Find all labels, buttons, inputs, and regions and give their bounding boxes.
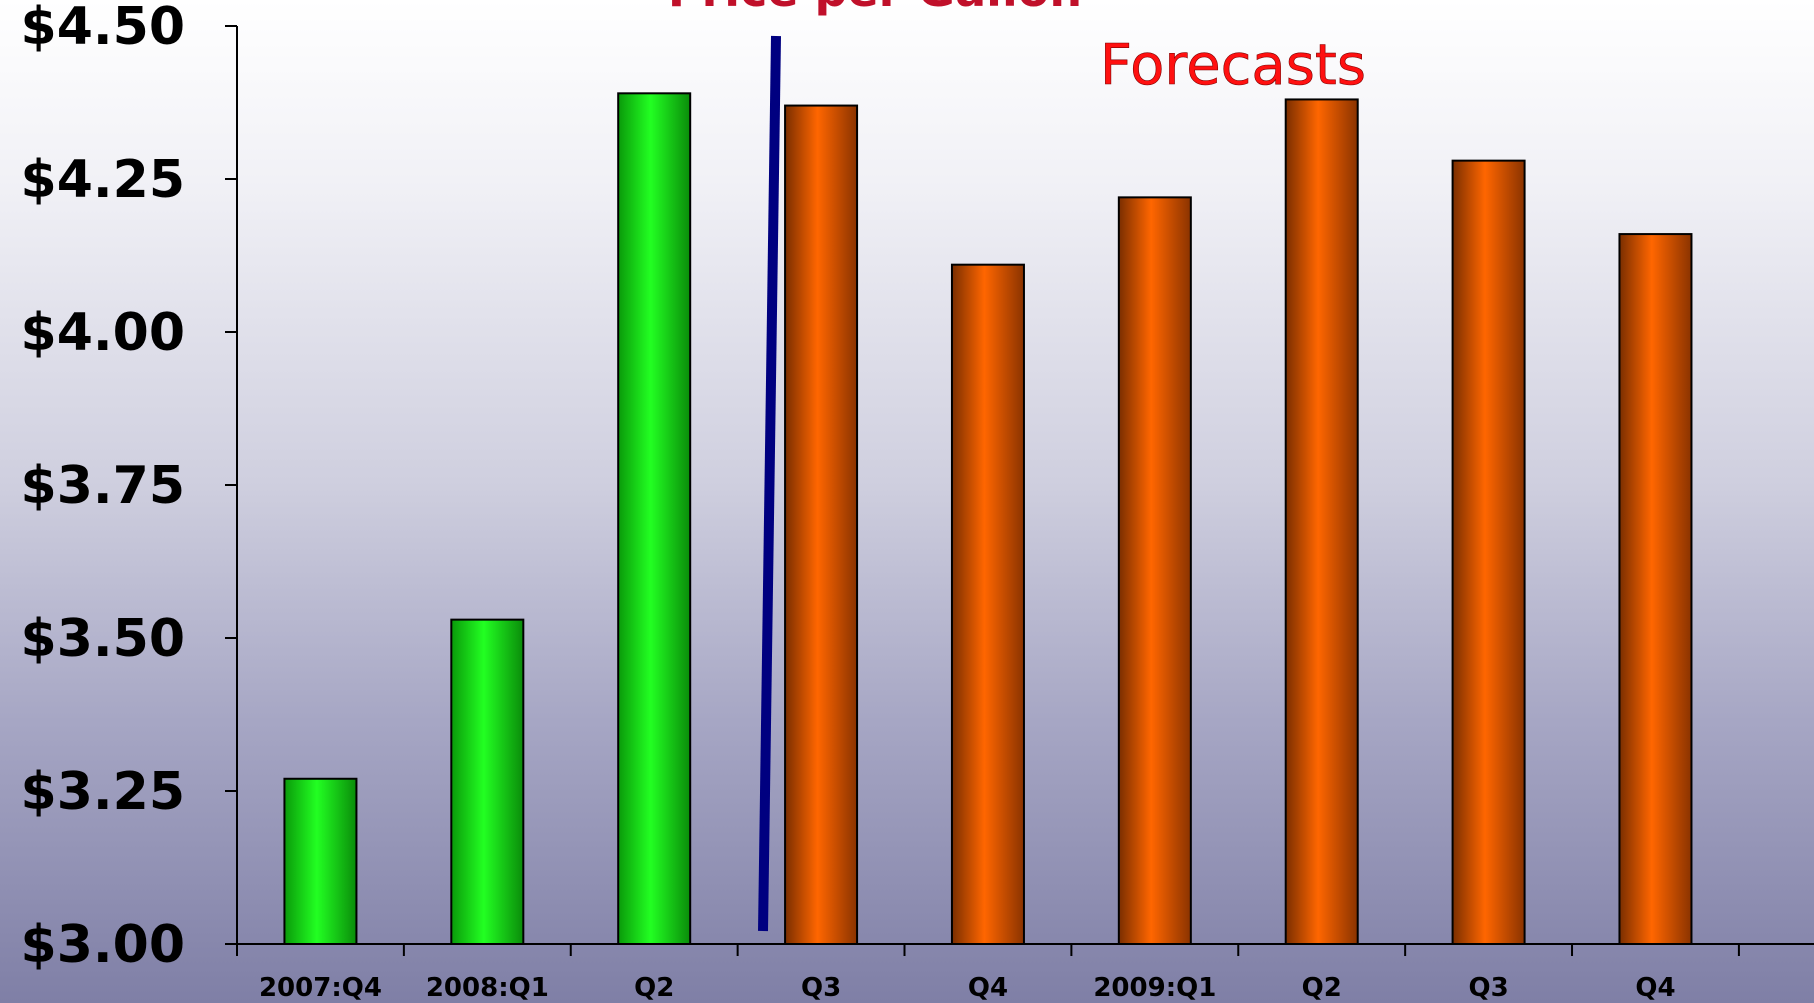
- forecast-divider-line: [758, 35, 781, 932]
- x-tick-label: Q4: [968, 973, 1008, 1003]
- chart-title-group: Price per Gallon Forecasts: [668, 0, 1366, 98]
- bar-forecast: [1618, 233, 1693, 945]
- bar-actual: [450, 618, 525, 945]
- x-tick-label: Q4: [1635, 973, 1675, 1003]
- bar-forecast: [1451, 159, 1526, 945]
- y-tick-label: $4.25: [21, 150, 185, 210]
- y-tick-label: $4.00: [21, 303, 185, 363]
- x-axis-ticks: 2007:Q4 2008:Q1 Q2 Q3 Q4 2009:Q1 Q2 Q3 Q4: [236, 944, 1740, 1003]
- y-tick-label: $3.25: [21, 762, 185, 822]
- y-tick-label: $3.00: [21, 915, 185, 975]
- x-tick-label: Q3: [801, 973, 841, 1003]
- chart-title: Price per Gallon: [668, 0, 1082, 17]
- bar-forecast: [1117, 196, 1192, 946]
- x-tick-label: 2007:Q4: [259, 973, 382, 1003]
- bar-forecast: [784, 104, 859, 945]
- x-tick-label: Q2: [1302, 973, 1342, 1003]
- y-axis-ticks: $3.00 $3.25 $3.50 $3.75 $4.00 $4.25 $4.50: [21, 0, 237, 975]
- x-tick-label: Q2: [634, 973, 674, 1003]
- bar-forecast: [950, 263, 1025, 945]
- y-tick-label: $4.50: [21, 0, 185, 57]
- bar-actual: [283, 777, 358, 946]
- x-tick-label: 2008:Q1: [426, 973, 549, 1003]
- y-tick-label: $3.75: [21, 456, 185, 516]
- bar-forecast: [1284, 98, 1359, 945]
- bars: [283, 92, 1693, 946]
- x-tick-label: Q3: [1468, 973, 1508, 1003]
- x-tick-label: 2009:Q1: [1093, 973, 1216, 1003]
- bar-actual: [617, 92, 692, 945]
- forecasts-annotation: Forecasts: [1100, 33, 1366, 98]
- y-tick-label: $3.50: [21, 609, 185, 669]
- axes: [236, 26, 1814, 945]
